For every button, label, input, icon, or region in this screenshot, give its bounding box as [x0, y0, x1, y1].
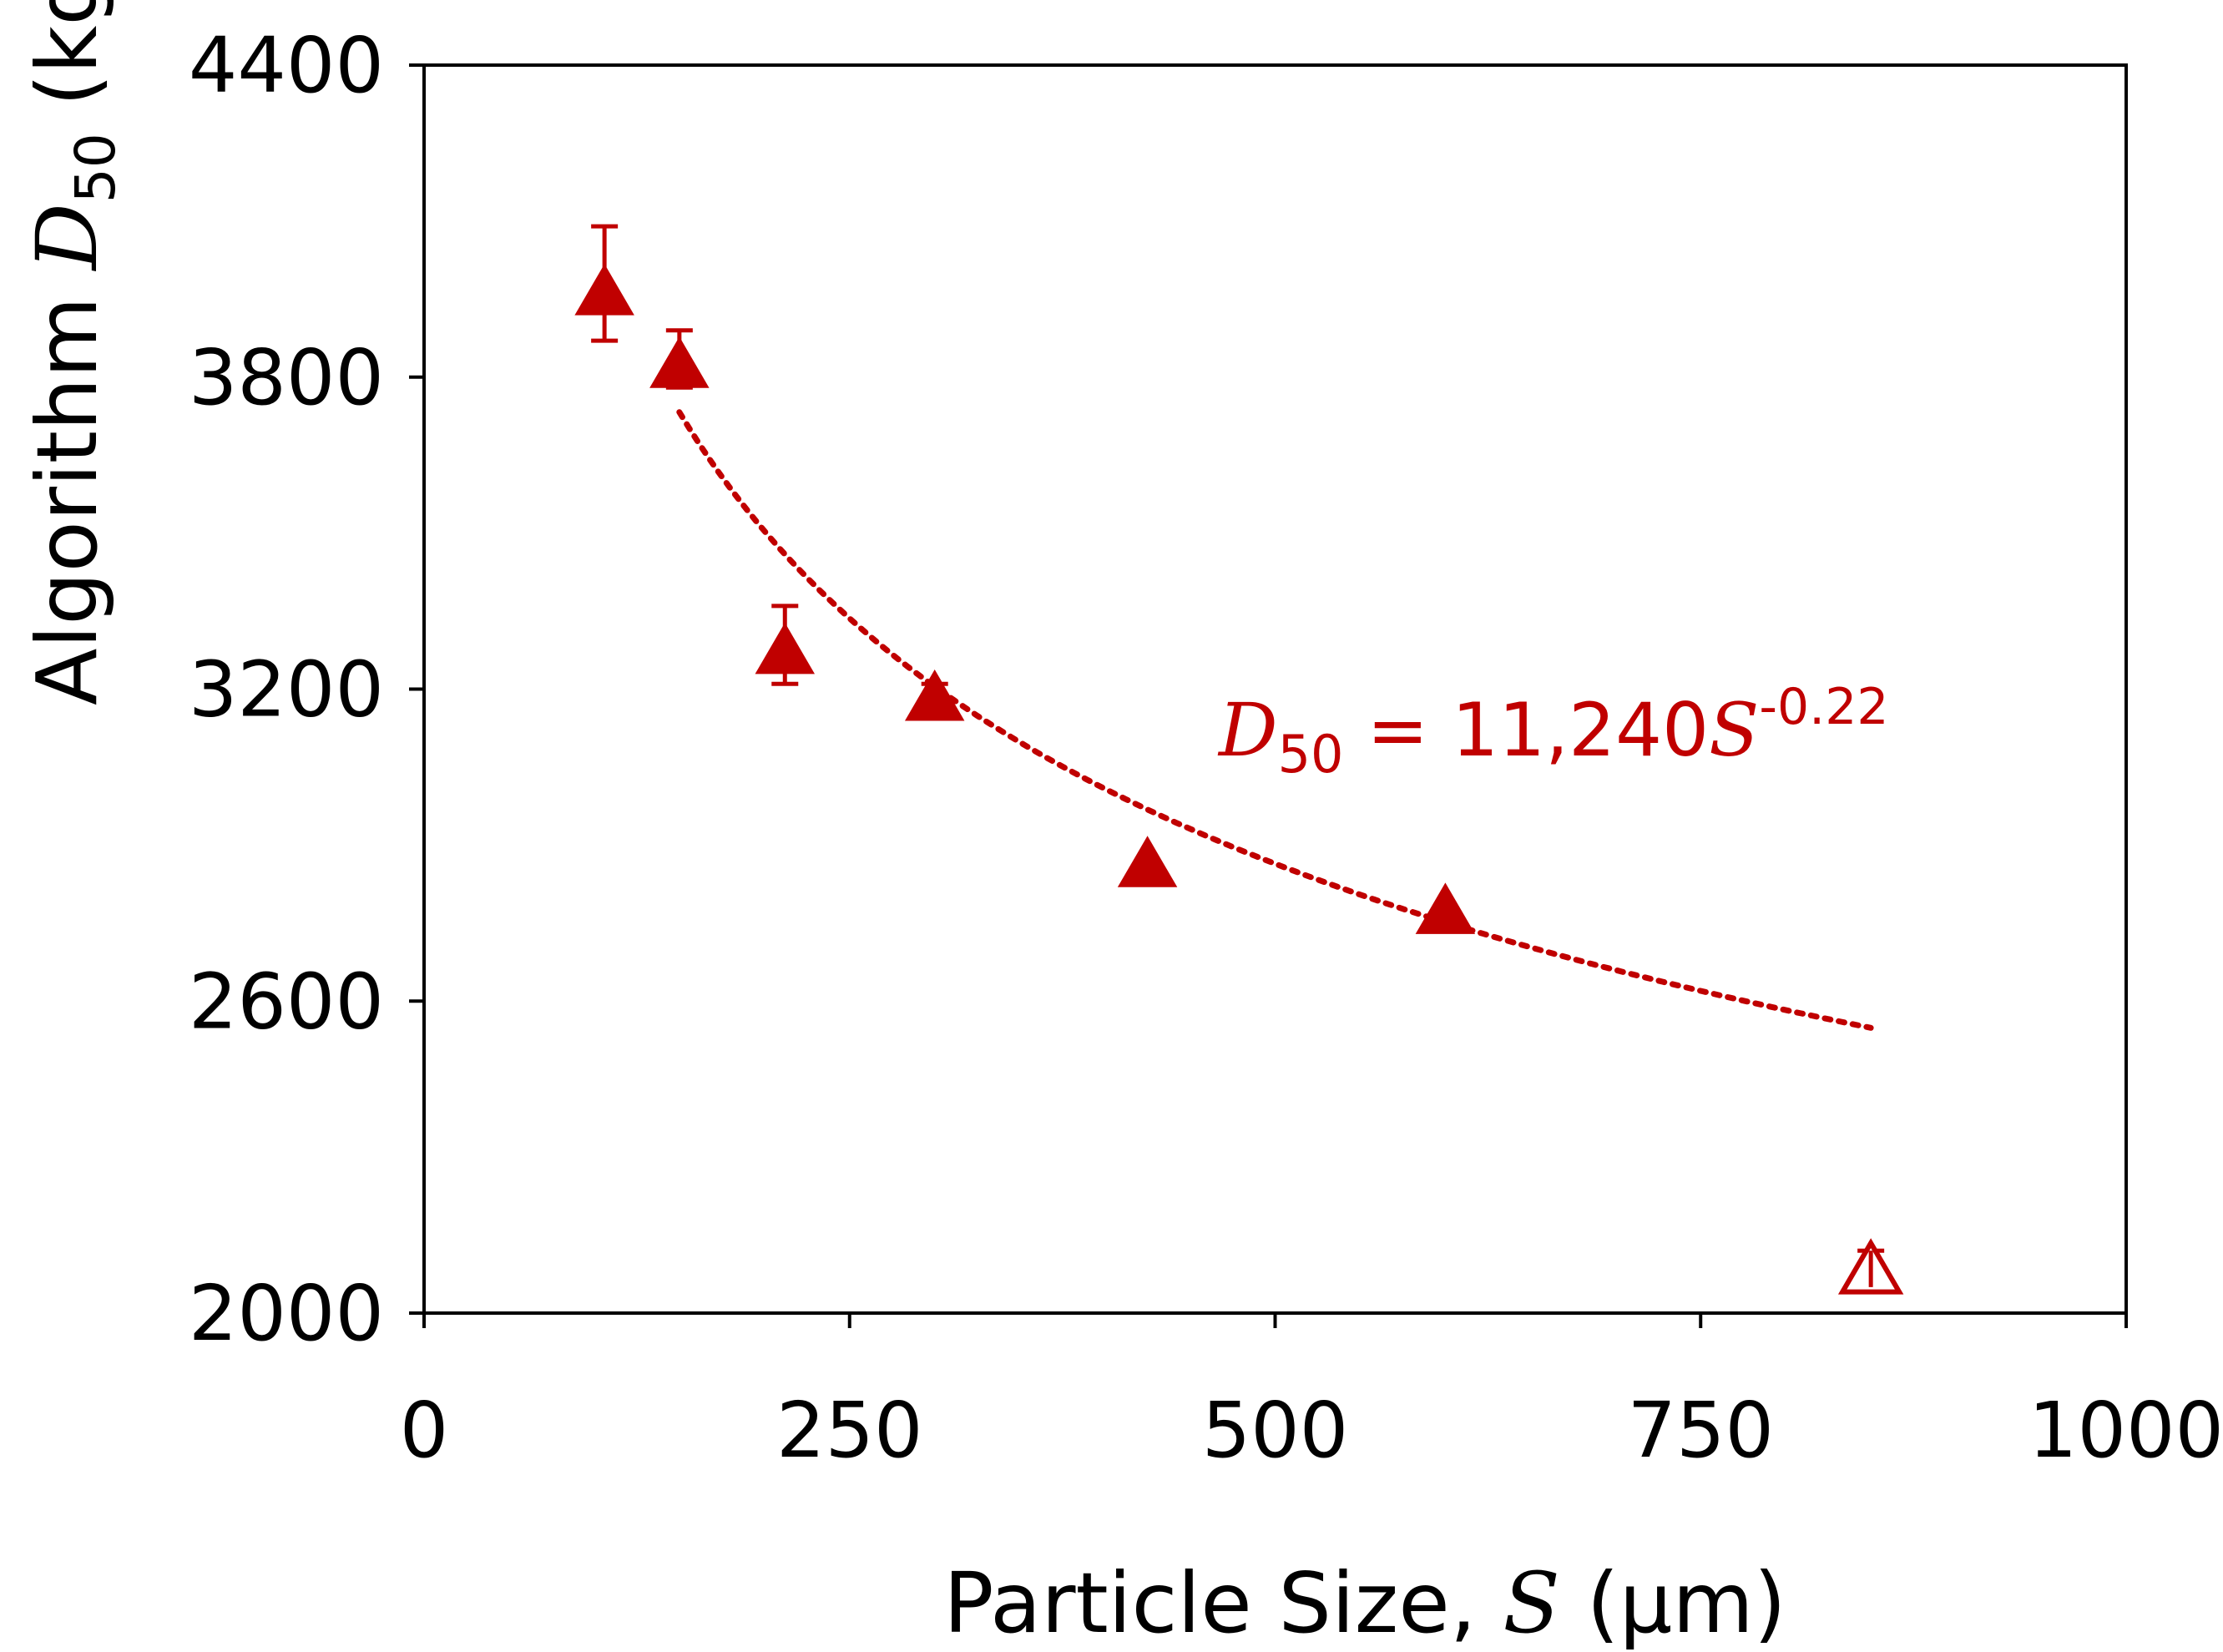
data-point-triangle — [649, 336, 710, 388]
y-axis-title-sub: 50 — [63, 133, 128, 203]
trendline — [676, 409, 1874, 1031]
equation-coef: = 11,240 — [1343, 687, 1709, 773]
y-axis-title-var: D — [18, 203, 116, 271]
data-point-triangle — [1415, 882, 1476, 934]
x-tick-label: 500 — [1202, 1386, 1349, 1475]
y-tick-label: 2600 — [189, 957, 384, 1046]
x-axis-title-prefix: Particle Size, — [943, 1554, 1503, 1652]
y-tick-label: 2000 — [189, 1269, 384, 1358]
data-point-triangle — [1117, 836, 1178, 887]
x-tick-label: 1000 — [2028, 1386, 2223, 1475]
y-axis-title: Algorithm D50 (kg/m3) — [12, 0, 128, 705]
y-tick-label: 3800 — [189, 333, 384, 422]
x-tick-label: 0 — [400, 1386, 449, 1475]
equation-sub: 50 — [1278, 724, 1344, 785]
markers-group — [574, 224, 1904, 1295]
data-point-triangle — [574, 264, 634, 316]
data-point-triangle — [904, 669, 965, 721]
y-axis-title-unit: (kg/m — [18, 0, 116, 133]
x-tick-label: 250 — [776, 1386, 923, 1475]
equation-var-d: D — [1217, 687, 1278, 773]
y-tick-label: 3200 — [189, 645, 384, 735]
x-axis-title-var: S — [1503, 1554, 1560, 1652]
y-tick-label: 4400 — [189, 21, 384, 110]
x-axis-title: Particle Size, S (μm) — [943, 1554, 1786, 1652]
x-tick-label: 750 — [1627, 1386, 1774, 1475]
equation-var-s: S — [1709, 687, 1759, 773]
axes: 0 250 500 750 1000 2000 2600 3200 3800 4400 — [189, 21, 2223, 1475]
fit-equation: D50 = 11,240S-0.22 — [1217, 678, 1889, 785]
trendline-group — [676, 409, 1874, 1031]
y-axis-title-prefix: Algorithm — [18, 270, 116, 705]
equation-exponent: -0.22 — [1759, 678, 1888, 736]
x-axis-title-unit: (μm) — [1560, 1554, 1786, 1652]
data-point-triangle — [755, 622, 816, 674]
